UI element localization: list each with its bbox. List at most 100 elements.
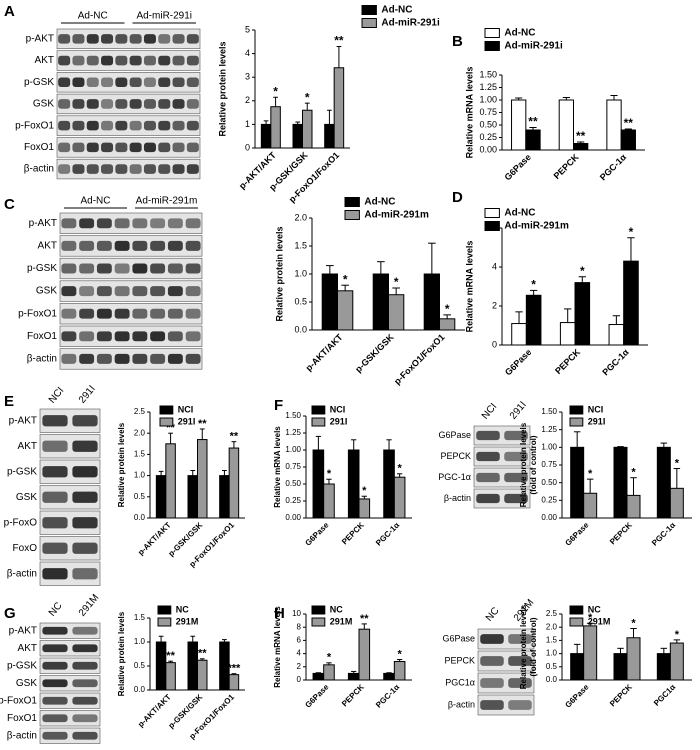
bar [383,672,395,681]
error-bar [428,242,436,274]
blot-band [143,142,156,153]
bar [423,273,441,331]
blot-row-label: β-actin [444,493,471,503]
y-tick-label: 0.25 [479,132,497,142]
blot-strip [59,257,203,280]
blot-strip [39,710,101,727]
panel-letter: F [274,397,283,414]
y-axis-label: (fold of control) [529,435,538,494]
y-axis-label: Relative protein levels [519,422,528,507]
blot-band [42,731,68,740]
bar [155,475,167,519]
legend-label: Ad-NC [504,28,535,39]
blot-band [143,34,156,44]
significance-mark: * [675,457,680,469]
blot-row-label: p-GSK [7,660,37,671]
x-tick-label: PEPCK [553,347,582,376]
bar [570,446,585,519]
blot-band [96,308,112,319]
blot-band [72,679,98,688]
blot-band [115,164,128,174]
error-bar [377,261,385,274]
legend-swatch [484,208,500,218]
blot-band [172,142,185,153]
x-tick-label: PGC-1α [600,347,631,378]
error-bar [515,97,523,100]
y-tick-label: 4 [297,649,302,658]
blot-band [185,353,201,364]
y-tick-label: 1.00 [541,442,557,451]
blot-band [72,34,85,44]
y-tick-label: 1 [245,119,250,129]
error-bar [341,284,349,291]
blot-band [72,542,98,554]
blot-band [158,77,171,88]
error-bar [315,435,322,450]
error-bar [573,431,581,448]
x-tick-label: PEPCK [340,682,366,708]
legend-swatch [484,28,500,38]
blot-band [101,120,114,131]
blot-band [42,696,68,705]
blot-band [101,34,114,44]
significance-mark: * [445,302,450,316]
blot-band [504,430,528,441]
blot-band [96,263,112,274]
blot-strip [59,235,203,257]
y-tick-label: 0.75 [285,462,301,471]
x-tick-label: G6Pase [563,682,591,710]
y-tick-label: 0.25 [285,496,301,505]
blot-band [186,164,199,174]
significance-mark: * [588,468,593,480]
blot-band [186,34,199,44]
blot-band [185,308,201,319]
blot-band [42,491,68,503]
error-bar [231,441,237,449]
blot-band [42,679,68,688]
blot-band [129,120,142,131]
blot-row-label: AKT [38,241,57,252]
legend-label: 291I [178,416,196,426]
blot-band [172,55,185,66]
panel-letter: A [4,3,15,20]
blot-band [143,77,156,88]
panel-letter: H [274,605,285,622]
blot-band [61,308,77,319]
bar [669,487,684,519]
error-bar [617,446,624,448]
blot-band [86,164,99,174]
blot-band [61,331,77,342]
blot-band [114,353,130,364]
blot-row-label: p-FoxO1 [18,308,57,319]
bar [312,672,325,681]
blot-band [186,142,199,153]
blot-strip [39,692,101,709]
blot-band [150,353,166,364]
blot-header: Ad-miR-291i [136,11,192,22]
y-tick-label: 0.5 [546,662,558,671]
blot-band [504,493,528,504]
y-tick-label: 0.00 [285,513,301,522]
blot-band [79,331,95,342]
blot-strip [56,137,201,158]
bar [573,143,589,151]
bar [333,67,345,149]
legend-label: 291I [330,416,348,426]
bar [187,641,198,691]
y-tick-label: 2 [297,662,302,671]
blot-band [508,700,532,710]
error-bar [617,647,624,654]
legend-swatch [569,405,584,415]
blot-band [167,286,183,297]
y-tick-label: 0 [245,142,250,152]
y-tick-label: 1.0 [546,649,558,658]
bar [606,99,622,151]
bar [260,123,272,149]
error-bar [273,96,278,107]
blot-row-label: FoxO [13,543,38,554]
legend-label: NC [330,604,343,614]
blot-strip [477,672,535,694]
blot-row-label: G6Pase [442,633,475,643]
blot-band [58,164,71,174]
blot-band [72,714,98,723]
